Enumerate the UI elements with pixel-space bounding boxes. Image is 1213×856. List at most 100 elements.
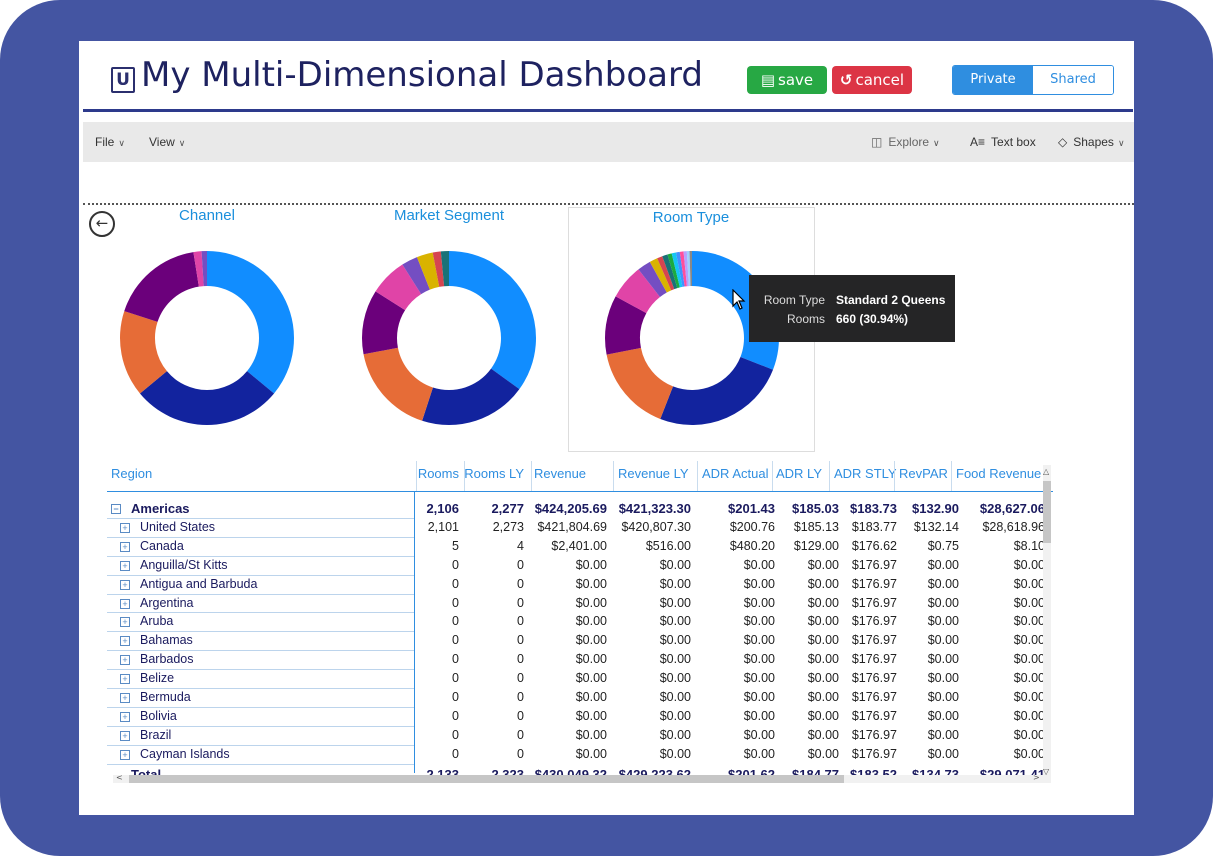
scroll-down-icon[interactable]: ▽ (1043, 767, 1050, 776)
room-type-slice-2[interactable] (606, 347, 674, 419)
room-type-slice-9[interactable] (667, 253, 680, 289)
back-arrow-icon[interactable]: ← (89, 211, 115, 237)
market-segment-slice-8[interactable] (440, 251, 449, 287)
table-cell: $176.97 (851, 557, 897, 572)
table-row[interactable]: + Bermuda 0 0 $0.00 $0.00 $0.00 $0.00 $176.97 $0.… (107, 688, 1047, 707)
table-row[interactable]: + Canada 5 4 $2,401.00 $516.00 $480.20 $129.00 $… (107, 537, 1047, 556)
expand-icon[interactable]: + (120, 730, 130, 741)
column-header-adr-ly[interactable]: ADR LY (776, 466, 822, 481)
textbox-button[interactable]: A≡ Text box (970, 135, 1036, 149)
table-group-row[interactable]: − Americas 2,106 2,277 $424,205.69 $421,323.3… (107, 499, 1047, 518)
scroll-left-icon[interactable]: < (116, 773, 123, 782)
room-type-slice-14[interactable] (686, 251, 691, 287)
table-cell: $0.00 (807, 595, 839, 610)
room-type-slice-10[interactable] (671, 252, 683, 288)
room-type-slice-8[interactable] (662, 254, 678, 290)
row-separator (107, 706, 415, 708)
expand-icon[interactable]: + (120, 617, 130, 628)
table-cell: $28,618.96 (982, 519, 1045, 534)
channel-slice-5[interactable] (201, 251, 207, 287)
expand-icon[interactable]: + (120, 579, 130, 590)
expand-icon[interactable]: + (120, 749, 130, 760)
horizontal-scroll-thumb[interactable] (129, 775, 844, 783)
market-segment-slice-7[interactable] (432, 251, 445, 287)
column-header-adr-actual[interactable]: ADR Actual (702, 466, 769, 481)
room-type-slice-1[interactable] (660, 356, 774, 425)
channel-slice-1[interactable] (139, 371, 275, 425)
table-cell: $0.00 (743, 746, 775, 761)
table-row[interactable]: + Aruba 0 0 $0.00 $0.00 $0.00 $0.00 $176.97 $0.00… (107, 612, 1047, 631)
room-type-slice-5[interactable] (638, 261, 667, 298)
table-row[interactable]: + Anguilla/St Kitts 0 0 $0.00 $0.00 $0.00 $0.00… (107, 556, 1047, 575)
expand-icon[interactable]: + (120, 655, 130, 666)
vertical-scroll-thumb[interactable] (1043, 481, 1051, 543)
room-type-slice-11[interactable] (675, 251, 685, 287)
column-header-adr-stly[interactable]: ADR STLY (834, 466, 897, 481)
table-cell: $0.00 (659, 671, 691, 686)
room-type-slice-12[interactable] (679, 251, 687, 287)
view-menu-label: View (149, 135, 175, 149)
expand-icon[interactable]: + (120, 636, 130, 647)
room-type-slice-13[interactable] (683, 251, 689, 287)
table-row[interactable]: + Antigua and Barbuda 0 0 $0.00 $0.00 $0.00 $0.… (107, 575, 1047, 594)
market-segment-slice-2[interactable] (363, 347, 433, 421)
row-header-label: Belize (140, 671, 175, 686)
table-row[interactable]: + Belize 0 0 $0.00 $0.00 $0.00 $0.00 $176.97 $0.0… (107, 669, 1047, 688)
market-segment-slice-6[interactable] (416, 252, 440, 290)
table-cell: $0.00 (575, 746, 607, 761)
expand-icon[interactable]: + (120, 598, 130, 609)
scroll-right-icon[interactable]: > (1033, 773, 1040, 782)
private-option[interactable]: Private (953, 66, 1033, 94)
table-row[interactable]: + Brazil 0 0 $0.00 $0.00 $0.00 $0.00 $176.97 $0.0… (107, 726, 1047, 745)
shapes-menu[interactable]: ◇ Shapes ∨ (1058, 135, 1125, 149)
column-header-revpar[interactable]: RevPAR (899, 466, 948, 481)
table-cell: $132.14 (913, 519, 959, 534)
column-header-food-revenue[interactable]: Food Revenue (956, 466, 1042, 481)
market-segment-slice-1[interactable] (422, 368, 520, 425)
room-type-slice-6[interactable] (649, 258, 672, 293)
column-header-rooms[interactable]: Rooms (417, 466, 459, 481)
column-header-region[interactable]: Region (111, 466, 153, 481)
table-row[interactable]: + United States 2,101 2,273 $421,804.69 $420,… (107, 518, 1047, 537)
room-type-slice-7[interactable] (657, 256, 675, 291)
table-cell: $200.76 (729, 519, 775, 534)
table-cell: $0.00 (743, 557, 775, 572)
cancel-button[interactable]: ↺ cancel (832, 66, 912, 94)
explore-menu[interactable]: ◫ Explore ∨ (871, 135, 940, 149)
expand-icon[interactable]: + (120, 560, 130, 571)
column-header-revenue-ly[interactable]: Revenue LY (618, 466, 689, 481)
expand-icon[interactable]: + (120, 541, 130, 552)
collapse-icon[interactable]: − (111, 504, 121, 514)
room-type-slice-4[interactable] (615, 269, 660, 314)
market-segment-slice-4[interactable] (375, 264, 422, 311)
column-header-revenue[interactable]: Revenue (534, 466, 587, 481)
expand-icon[interactable]: + (120, 674, 130, 685)
channel-slice-4[interactable] (193, 251, 204, 287)
table-horizontal-scrollbar[interactable]: < > (113, 773, 1043, 783)
shared-option[interactable]: Shared (1033, 66, 1113, 94)
table-vertical-scrollbar[interactable]: △ ▽ (1043, 465, 1051, 783)
channel-slice-2[interactable] (120, 311, 167, 394)
save-button[interactable]: ▤ save (747, 66, 827, 94)
market-segment-donut-chart[interactable] (359, 248, 539, 428)
channel-slice-0[interactable] (207, 251, 294, 394)
room-type-slice-3[interactable] (605, 296, 647, 355)
channel-donut-chart[interactable] (117, 248, 297, 428)
file-menu[interactable]: File ∨ (95, 135, 125, 149)
expand-icon[interactable]: + (120, 522, 130, 533)
scroll-up-icon[interactable]: △ (1043, 467, 1050, 476)
channel-slice-3[interactable] (124, 252, 199, 322)
expand-icon[interactable]: + (120, 693, 130, 703)
table-row[interactable]: + Bahamas 0 0 $0.00 $0.00 $0.00 $0.00 $176.97 $0.… (107, 631, 1047, 650)
view-menu[interactable]: View ∨ (149, 135, 185, 149)
table-row[interactable]: + Cayman Islands 0 0 $0.00 $0.00 $0.00 $0.00 $17… (107, 745, 1047, 764)
table-row[interactable]: + Barbados 0 0 $0.00 $0.00 $0.00 $0.00 $176.97 $0… (107, 650, 1047, 669)
market-segment-slice-3[interactable] (362, 291, 406, 355)
market-segment-slice-5[interactable] (402, 257, 430, 295)
market-segment-slice-0[interactable] (449, 251, 536, 390)
column-header-rooms-ly[interactable]: Rooms LY (464, 466, 524, 481)
table-row[interactable]: + Bolivia 0 0 $0.00 $0.00 $0.00 $0.00 $176.97 $0.… (107, 707, 1047, 726)
expand-icon[interactable]: + (120, 711, 130, 722)
room-type-slice-15[interactable] (689, 251, 692, 287)
table-row[interactable]: + Argentina 0 0 $0.00 $0.00 $0.00 $0.00 $176.97 $… (107, 594, 1047, 613)
